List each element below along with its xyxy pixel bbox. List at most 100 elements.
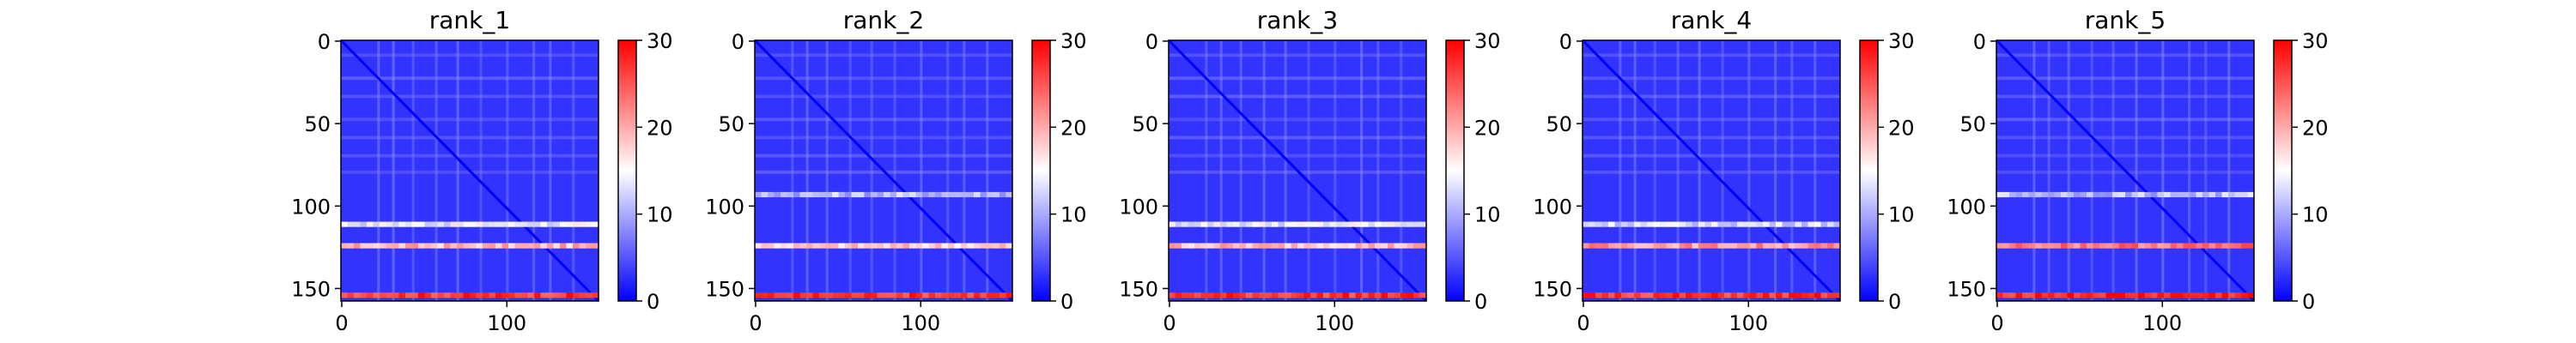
heatmap-bright-cell	[514, 243, 522, 249]
heatmap-bright-cell	[1737, 221, 1744, 227]
colorbar	[2273, 39, 2293, 302]
heatmap-bright-cell	[1647, 292, 1654, 298]
heatmap-bright-cell	[411, 292, 419, 298]
heatmap-bright-cell	[1589, 243, 1596, 249]
heatmap-bright-cell	[1252, 221, 1260, 227]
heatmap-bright-cell	[398, 221, 406, 227]
heatmap-bright-cell	[2144, 292, 2152, 298]
heatmap-column-streak	[1676, 40, 1680, 301]
heatmap-bright-cell	[858, 292, 865, 298]
heatmap-bright-cell	[386, 292, 393, 298]
heatmap-bright-cell	[1782, 221, 1789, 227]
heatmap-bright-cell	[398, 292, 406, 298]
heatmap-bright-cell	[890, 243, 897, 249]
heatmap-bright-cell	[2144, 191, 2152, 198]
heatmap-bright-cell	[1381, 243, 1388, 249]
heatmap-bright-cell	[2022, 292, 2029, 298]
heatmap-bright-cell	[360, 292, 368, 298]
heatmap-bright-cell	[1996, 191, 2003, 198]
heatmap-bright-cell	[1213, 221, 1221, 227]
heatmap-bright-cell	[1801, 221, 1808, 227]
heatmap-bright-cell	[1627, 292, 1635, 298]
heatmap-bright-cell	[521, 292, 528, 298]
heatmap-bright-cell	[392, 292, 399, 298]
heatmap-bright-cell	[890, 292, 897, 298]
heatmap-bright-cell	[405, 221, 412, 227]
heatmap-bright-cell	[1239, 292, 1247, 298]
heatmap-column-streak	[986, 40, 989, 301]
heatmap-bright-cell	[1188, 221, 1195, 227]
y-tick-label: 0	[1973, 30, 1986, 54]
x-tick-label: 100	[2142, 311, 2182, 335]
heatmap-bright-cell	[1200, 221, 1208, 227]
heatmap-bright-cell	[799, 243, 807, 249]
heatmap-bright-cell	[534, 292, 541, 298]
heatmap-bright-cell	[832, 292, 839, 298]
heatmap-bright-cell	[2177, 292, 2184, 298]
heatmap-bright-cell	[2183, 243, 2190, 249]
heatmap-bright-cell	[2093, 292, 2100, 298]
heatmap-bright-cell	[1583, 243, 1589, 249]
heatmap-bright-cell	[527, 243, 535, 249]
heatmap-bright-cell	[386, 221, 393, 227]
heatmap-bright-cell	[1419, 221, 1427, 227]
heatmap-row-band	[1583, 135, 1840, 140]
heatmap-bright-cell	[1362, 292, 1369, 298]
heatmap-column-streak	[1239, 40, 1242, 301]
colorbar-tick-label: 20	[1888, 116, 1915, 140]
heatmap-bright-cell	[902, 191, 910, 198]
heatmap-bright-cell	[2074, 191, 2081, 198]
heatmap-bright-cell	[347, 221, 355, 227]
heatmap-bright-cell	[2067, 243, 2075, 249]
heatmap-bright-cell	[980, 292, 987, 298]
heatmap-bright-cell	[1827, 243, 1834, 249]
heatmap-bright-cell	[1182, 243, 1188, 249]
heatmap-bright-cell	[521, 221, 528, 227]
heatmap-bright-cell	[2061, 243, 2068, 249]
y-tick-label: 50	[718, 112, 744, 136]
heatmap-bright-cell	[819, 292, 826, 298]
heatmap-column-streak	[411, 40, 415, 301]
heatmap-bright-cell	[1686, 243, 1692, 249]
heatmap-bright-cell	[1833, 221, 1841, 227]
heatmap-bright-cell	[508, 221, 515, 227]
heatmap-bright-cell	[431, 221, 438, 227]
heatmap-row-band	[1169, 117, 1426, 122]
heatmap-bright-cell	[354, 221, 361, 227]
heatmap-bright-cell	[1291, 243, 1298, 249]
heatmap-bright-cell	[2099, 292, 2106, 298]
heatmap-bright-cell	[444, 292, 451, 298]
heatmap-bright-cell	[489, 292, 496, 298]
heatmap-bright-cell	[367, 243, 374, 249]
heatmap-bright-cell	[527, 221, 535, 227]
heatmap-bright-cell	[2009, 243, 2016, 249]
heatmap-bright-cell	[1789, 292, 1795, 298]
colorbar-tick-label: 30	[1474, 29, 1501, 53]
heatmap-bright-cell	[560, 221, 567, 227]
heatmap-bright-cell	[1692, 243, 1699, 249]
heatmap-bright-cell	[1679, 292, 1686, 298]
heatmap-frame	[1582, 39, 1841, 302]
heatmap-bright-cell	[851, 292, 859, 298]
heatmap-bright-cell	[961, 243, 968, 249]
colorbar-tick-label: 10	[2302, 203, 2329, 227]
heatmap-bright-cell	[514, 292, 522, 298]
heatmap-row-band	[1996, 94, 2254, 99]
heatmap-bright-cell	[1375, 292, 1382, 298]
colorbar-tick-label: 30	[1888, 29, 1915, 53]
heatmap-bright-cell	[1316, 221, 1324, 227]
heatmap-bright-cell	[915, 191, 923, 198]
heatmap-bright-cell	[450, 292, 458, 298]
heatmap-bright-cell	[768, 191, 775, 198]
heatmap-bright-cell	[586, 221, 592, 227]
heatmap-bright-cell	[1807, 221, 1815, 227]
heatmap-bright-cell	[2087, 243, 2093, 249]
heatmap-bright-cell	[1303, 292, 1311, 298]
heatmap-bright-cell	[1188, 243, 1195, 249]
heatmap-bright-cell	[2196, 243, 2203, 249]
heatmap-bright-cell	[793, 292, 800, 298]
heatmap-bright-cell	[838, 243, 846, 249]
heatmap-bright-cell	[1169, 292, 1176, 298]
heatmap-bright-cell	[1233, 243, 1240, 249]
